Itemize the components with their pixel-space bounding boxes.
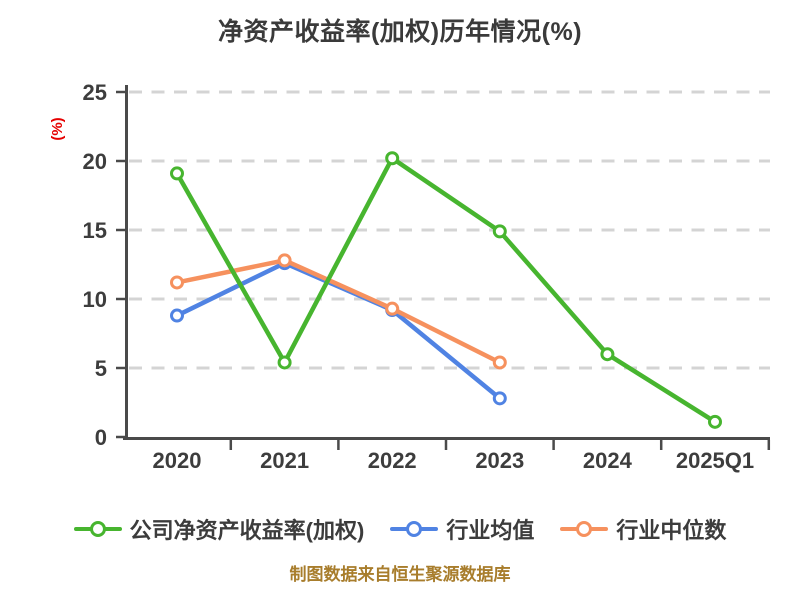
data-point-industry-median-2020	[170, 275, 184, 290]
legend-item-label: 公司净资产收益率(加权)	[129, 518, 365, 543]
series-line-industry-median	[174, 258, 503, 365]
legend-item-label: 行业均值	[446, 518, 535, 543]
y-axis-unit-label: (%)	[49, 117, 66, 140]
data-point-industry-median-2022	[385, 301, 400, 316]
legend-marker-icon	[560, 520, 609, 538]
series-line-company-roe	[174, 155, 718, 425]
data-point-company-roe-2024	[600, 347, 615, 362]
chart-title: 净资产收益率(加权)历年情况(%)	[217, 18, 583, 46]
x-tick-label: 2024	[583, 448, 633, 473]
legend-item-industry-mean: 行业均值	[390, 513, 534, 545]
x-tick-label: 2022	[368, 448, 417, 473]
data-source-caption: 制图数据来自恒生聚源数据库	[289, 565, 511, 584]
data-point-company-roe-2023	[492, 224, 507, 239]
data-point-industry-mean-2020	[170, 308, 184, 323]
x-tick-label: 2021	[260, 448, 309, 473]
y-tick-label: 20	[83, 149, 107, 174]
legend-item-company-roe: 公司净资产收益率(加权)	[73, 513, 365, 545]
data-point-company-roe-2022	[385, 151, 400, 166]
y-tick-label: 5	[95, 356, 107, 381]
data-point-industry-median-2021	[277, 253, 292, 268]
legend-item-label: 行业中位数	[616, 518, 727, 543]
data-point-industry-median-2023	[492, 355, 507, 370]
data-point-company-roe-2021	[277, 355, 292, 370]
data-point-company-roe-2025Q1	[708, 414, 722, 429]
y-tick-label: 25	[83, 80, 107, 105]
x-tick-label: 2023	[475, 448, 524, 473]
legend-marker-icon	[390, 520, 439, 538]
y-tick-label: 15	[83, 218, 107, 243]
chart-legend: 公司净资产收益率(加权) 行业均值 行业中位数	[0, 502, 800, 556]
legend-marker-icon	[73, 520, 122, 538]
legend-item-industry-median: 行业中位数	[560, 513, 726, 545]
data-point-company-roe-2020	[170, 166, 184, 181]
y-tick-label: 10	[83, 287, 107, 312]
data-point-industry-mean-2023	[492, 391, 507, 406]
x-tick-label: 2020	[153, 448, 202, 473]
roe-line-chart: 0 5 10 15 20 25 2020 2021 2022 2023 2024 2025Q1 (%)	[49, 80, 771, 473]
x-tick-label: 2025Q1	[676, 448, 754, 473]
y-tick-label: 0	[95, 425, 107, 450]
